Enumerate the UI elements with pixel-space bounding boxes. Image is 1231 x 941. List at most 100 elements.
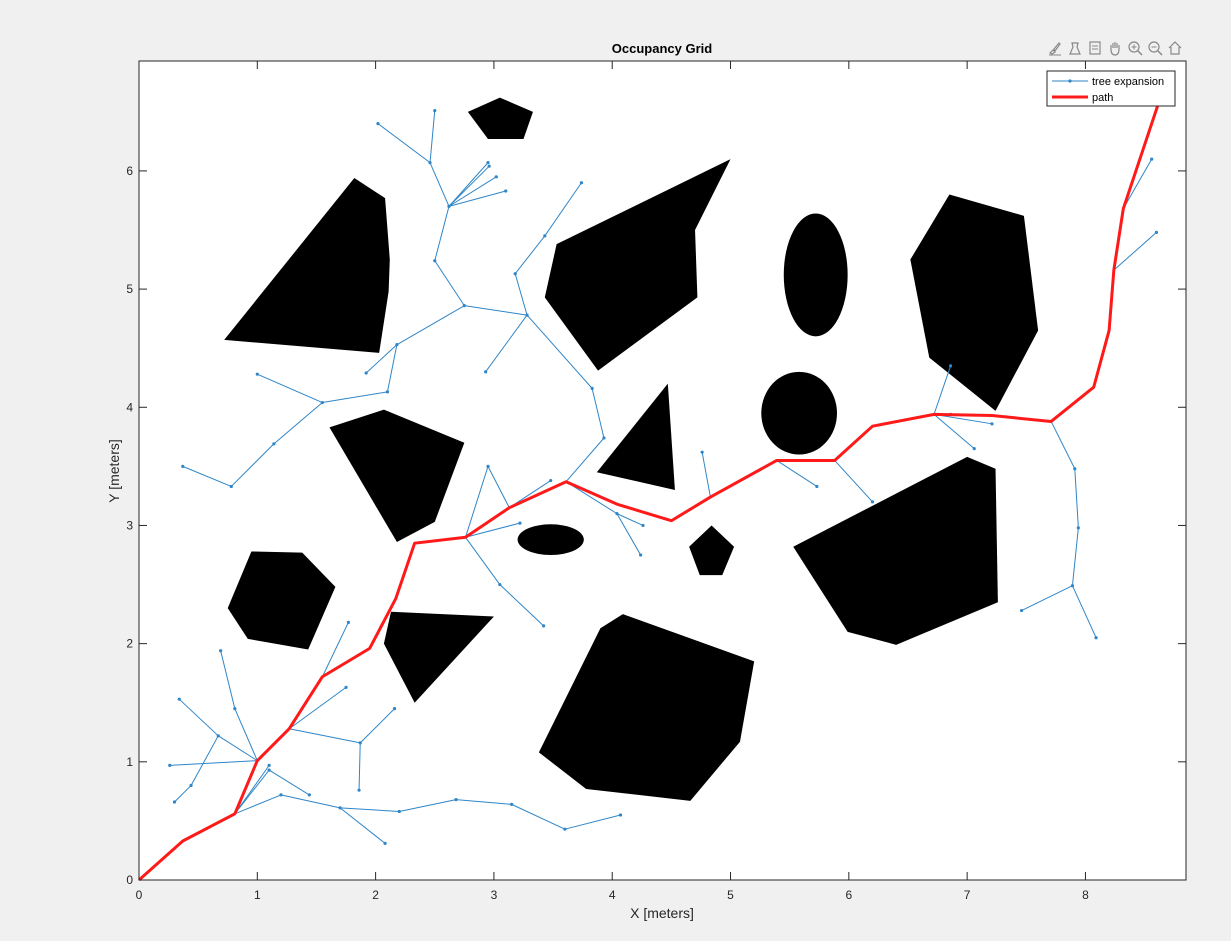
tree-edge-41: [434, 206, 450, 261]
tree-edge-6: [340, 807, 400, 812]
tree-edge-35: [485, 314, 528, 373]
tree-node-32: [590, 386, 594, 390]
y-axis-ticks: 0 1 2 3 4 5 6: [126, 164, 1186, 887]
tree-node-35: [513, 272, 517, 276]
tree-edge-33: [591, 388, 605, 439]
tree-edge-36: [514, 273, 528, 316]
tree-node-23: [518, 521, 522, 525]
tree-edge-57: [701, 452, 711, 498]
obstacle-12: [383, 611, 494, 703]
tree-node-25: [542, 624, 546, 628]
tree-edge-48: [377, 123, 431, 164]
tree-edge-37: [514, 235, 546, 275]
tree-edge-18: [288, 686, 347, 730]
tree-edge-45: [448, 190, 506, 207]
tree-node-37: [579, 181, 584, 185]
y-tick-label: 3: [126, 518, 133, 532]
tree-edge-53: [257, 373, 323, 404]
tree-edge-20: [359, 708, 395, 744]
obstacle-4: [761, 371, 838, 455]
tree-edge-50: [365, 344, 398, 374]
legend[interactable]: tree expansion path: [1046, 70, 1176, 107]
obstacle-10: [793, 456, 998, 645]
tree-node-68: [1154, 230, 1159, 234]
tree-node-27: [549, 478, 553, 483]
zoom-in-icon[interactable]: [1126, 39, 1144, 57]
tree-edge-23: [465, 522, 521, 538]
axes-box: [138, 60, 1187, 881]
tree-edge-1: [234, 765, 270, 815]
tree-edge-14: [190, 735, 219, 786]
tree-edge-8: [456, 799, 512, 805]
tree-node-47: [376, 122, 380, 126]
home-icon[interactable]: [1166, 39, 1184, 57]
tree-node-18: [344, 685, 348, 689]
tree-node-28: [615, 512, 619, 516]
tree-node-60: [990, 422, 994, 426]
tree-node-36: [543, 234, 547, 238]
tree-node-39: [433, 259, 437, 263]
x-tick-label: 6: [845, 888, 852, 902]
tree-edge-31: [616, 513, 642, 556]
tree-node-65: [1070, 584, 1075, 588]
tree-node-4: [338, 806, 342, 810]
tree-node-54: [229, 484, 233, 489]
tree-node-50: [385, 390, 390, 394]
tree-edge-15: [174, 785, 192, 803]
tree-edge-47: [429, 110, 436, 163]
tree-node-0: [267, 768, 271, 772]
tree-edge-10: [564, 814, 621, 830]
y-tick-label: 6: [126, 164, 133, 178]
tree-edge-16: [234, 708, 258, 761]
tree-node-13: [177, 697, 181, 701]
x-axis-ticks: 0 1 2 3 4 5 6 7 8: [136, 61, 1089, 902]
x-tick-label: 1: [254, 888, 261, 902]
tree-node-11: [168, 763, 172, 767]
x-tick-label: 2: [372, 888, 379, 902]
tree-node-31: [602, 436, 606, 440]
tree-edge-26: [465, 466, 489, 538]
tree-node-58: [870, 500, 875, 504]
tree-edge-43: [448, 165, 490, 207]
datatip-icon[interactable]: [1086, 39, 1104, 57]
tree-edge-58: [776, 460, 818, 487]
tree-edge-52: [322, 391, 388, 404]
pan-icon[interactable]: [1106, 39, 1124, 57]
export-icon[interactable]: [1066, 39, 1084, 57]
y-axis-label: Y [meters]: [106, 439, 122, 503]
path-series: [138, 105, 1160, 882]
obstacle-5: [910, 194, 1039, 411]
tree-node-57: [815, 484, 819, 489]
tree-edge-51: [386, 344, 398, 393]
tree-edge-59: [834, 460, 873, 503]
tree-node-48: [395, 343, 399, 347]
tree-edge-70: [1122, 158, 1153, 209]
tree-edge-38: [544, 182, 582, 237]
tree-node-1: [267, 763, 271, 767]
tree-edge-42: [448, 162, 489, 207]
obstacle-6: [329, 409, 465, 542]
tree-edge-22: [321, 622, 349, 677]
x-tick-label: 8: [1082, 888, 1089, 902]
tree-node-9: [563, 827, 567, 831]
obstacle-13: [538, 614, 755, 801]
y-tick-label: 5: [126, 282, 133, 296]
tree-edge-46: [429, 162, 450, 207]
tree-node-17: [219, 649, 223, 653]
tree-edge-24: [465, 536, 501, 585]
tree-node-49: [364, 371, 368, 375]
obstacle-3: [783, 213, 848, 337]
tree-node-5: [383, 841, 387, 845]
zoom-out-icon[interactable]: [1146, 39, 1164, 57]
tree-edge-69: [1113, 231, 1157, 271]
obstacle-9: [689, 525, 735, 576]
tree-edge-13: [178, 698, 219, 737]
legend-tree-marker: [1068, 79, 1072, 83]
tree-edge-55: [230, 443, 275, 487]
tree-edge-64: [1050, 421, 1076, 469]
tree-node-67: [1019, 608, 1024, 613]
tree-node-56: [700, 450, 704, 454]
tree-node-52: [255, 372, 259, 376]
brush-icon[interactable]: [1046, 39, 1064, 57]
tree-node-46: [433, 109, 437, 113]
